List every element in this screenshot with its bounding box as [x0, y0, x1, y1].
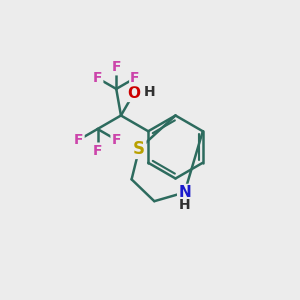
Text: H: H: [179, 198, 190, 212]
Text: H: H: [143, 85, 155, 99]
Text: N: N: [178, 185, 191, 200]
Text: F: F: [130, 71, 140, 85]
Text: O: O: [127, 86, 140, 101]
Text: F: F: [112, 60, 121, 74]
Text: F: F: [112, 133, 121, 147]
Text: F: F: [93, 71, 102, 85]
Text: S: S: [133, 140, 145, 158]
Text: F: F: [93, 144, 102, 158]
Text: F: F: [74, 133, 84, 147]
